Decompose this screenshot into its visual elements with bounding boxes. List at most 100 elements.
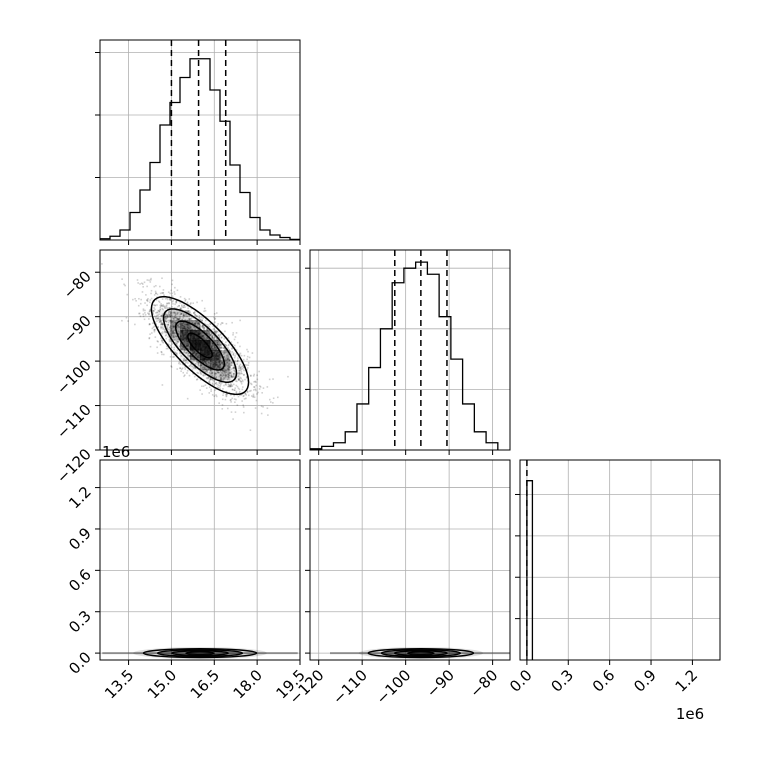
sample-point	[182, 345, 185, 348]
sample-point	[216, 343, 219, 346]
sample-point	[157, 314, 160, 317]
sample-point	[152, 310, 155, 312]
sample-point	[169, 326, 171, 329]
sample-point	[187, 312, 190, 314]
sample-point	[167, 323, 170, 326]
sample-point	[209, 372, 212, 375]
sample-point	[203, 360, 206, 362]
sample-point	[166, 313, 169, 316]
sample-point	[231, 376, 234, 378]
sample-point	[230, 383, 232, 385]
sample-point	[187, 341, 190, 344]
sample-point	[172, 317, 174, 320]
sample-point	[216, 325, 219, 327]
scatter-bc-grid	[310, 460, 510, 660]
sample-point	[214, 318, 216, 320]
sample-point	[187, 344, 190, 347]
sample-point	[170, 319, 172, 322]
sample-point	[223, 377, 226, 379]
sample-point	[223, 350, 226, 353]
sample-point	[231, 343, 234, 346]
sample-point	[167, 321, 170, 324]
sample-point	[214, 330, 217, 332]
sample-point	[159, 319, 161, 321]
sample-point	[160, 303, 162, 305]
sample-point	[156, 352, 159, 354]
sample-point	[185, 359, 188, 361]
sample-point	[197, 320, 199, 322]
sample-point	[218, 402, 220, 404]
sample-point	[181, 347, 183, 350]
sample-point	[228, 366, 230, 368]
sample-point	[196, 325, 198, 328]
density-cell	[170, 330, 181, 341]
sample-point	[240, 380, 242, 383]
sample-point	[226, 370, 228, 372]
hist-c-frame	[519, 459, 721, 661]
sample-point	[214, 371, 216, 374]
sample-point	[174, 322, 177, 325]
sample-point	[233, 356, 236, 359]
y-tick-label-c: 0.3	[65, 607, 95, 637]
sample-point	[206, 364, 209, 366]
sample-point	[146, 285, 148, 288]
sample-point	[186, 339, 189, 342]
sample-point	[216, 341, 219, 344]
sample-point	[201, 360, 204, 362]
y-tick-label-a: −80	[60, 267, 95, 302]
sample-point	[191, 316, 193, 319]
sample-point	[166, 345, 168, 347]
sample-point	[195, 314, 197, 317]
sample-point	[191, 365, 193, 368]
sample-point	[164, 307, 167, 310]
sample-point	[194, 322, 197, 325]
sample-point	[182, 314, 185, 317]
sample-point	[173, 307, 176, 310]
sample-point	[223, 368, 225, 371]
sample-point	[217, 384, 220, 386]
sample-point	[215, 388, 217, 390]
sample-point	[198, 323, 201, 326]
sample-point	[178, 362, 180, 365]
sample-point	[244, 392, 247, 395]
sample-point	[204, 361, 207, 363]
sample-point	[158, 320, 161, 323]
sample-point	[236, 360, 239, 363]
sample-point	[196, 371, 199, 374]
sample-point	[188, 298, 191, 300]
sample-point	[186, 347, 189, 350]
sample-point	[169, 316, 172, 319]
sample-point	[211, 345, 214, 348]
sample-point	[200, 334, 203, 337]
sample-point	[217, 340, 220, 343]
sample-point	[212, 347, 215, 350]
sample-point	[188, 343, 190, 346]
sample-point	[162, 304, 165, 306]
sample-point	[206, 369, 208, 372]
sample-point	[229, 366, 231, 368]
sample-point	[177, 312, 179, 314]
sample-point	[223, 346, 226, 349]
sample-point	[159, 292, 162, 295]
sample-point	[172, 326, 174, 328]
contour-line	[380, 649, 462, 658]
sample-point	[205, 371, 207, 373]
sample-point	[237, 387, 240, 390]
sample-point	[201, 324, 204, 327]
sample-point	[181, 318, 183, 321]
density-cell	[190, 320, 201, 331]
sample-point	[168, 298, 171, 301]
sample-point	[170, 312, 172, 314]
sample-point	[152, 313, 154, 315]
sample-point	[224, 348, 227, 351]
sample-point	[214, 374, 216, 377]
sample-point	[262, 387, 265, 389]
sample-point	[206, 370, 209, 372]
sample-point	[180, 308, 182, 310]
sample-point	[230, 385, 233, 388]
sample-point	[186, 351, 189, 353]
sample-point	[214, 382, 217, 385]
sample-point	[178, 318, 181, 320]
sample-point	[165, 317, 167, 319]
sample-point	[202, 360, 204, 363]
